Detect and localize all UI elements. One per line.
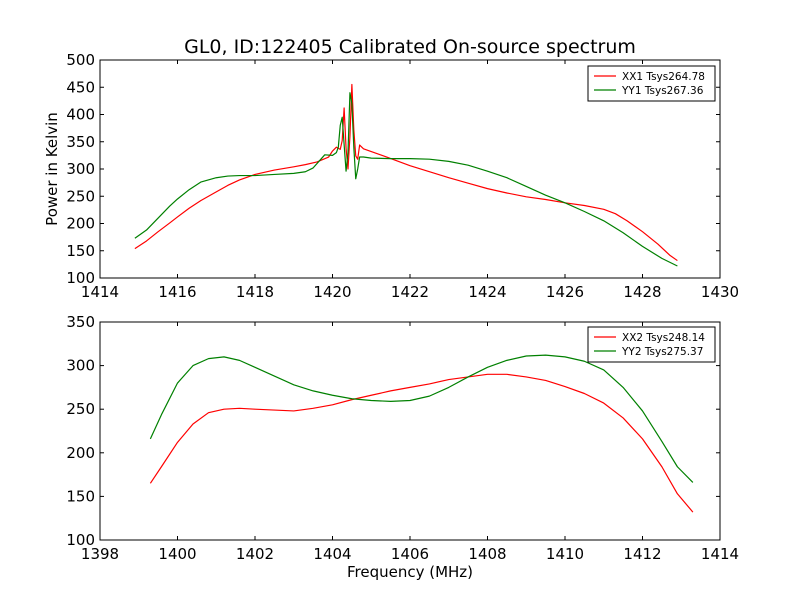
legend-entry: YY2 Tsys275.37 bbox=[621, 346, 703, 358]
y-tick-label: 150 bbox=[66, 242, 95, 260]
y-tick-label: 500 bbox=[66, 51, 95, 69]
series-line-2 bbox=[134, 92, 678, 267]
x-tick-label: 1428 bbox=[623, 283, 661, 301]
x-tick-label: 1416 bbox=[158, 283, 196, 301]
y-tick-label: 300 bbox=[66, 160, 95, 178]
y-tick-label: 100 bbox=[66, 269, 95, 287]
x-axis-label: Frequency (MHz) bbox=[347, 563, 473, 581]
x-tick-label: 1398 bbox=[81, 545, 119, 563]
x-tick-label: 1404 bbox=[313, 545, 351, 563]
y-tick-label: 100 bbox=[66, 531, 95, 549]
legend-entry: XX2 Tsys248.14 bbox=[622, 332, 705, 344]
y-tick-label: 300 bbox=[66, 357, 95, 375]
x-tick-label: 1422 bbox=[391, 283, 429, 301]
chart-1: 1414 1416 1418 1420 1422 1424 1426 1428 1430 100 1… bbox=[43, 51, 739, 301]
legend-box bbox=[587, 326, 716, 363]
x-tick-label: 1406 bbox=[391, 545, 429, 563]
series-line-2 bbox=[149, 354, 694, 483]
x-tick-label: 1430 bbox=[701, 283, 739, 301]
x-tick-label: 1420 bbox=[313, 283, 351, 301]
y-tick-label: 350 bbox=[66, 133, 95, 151]
legend-entry: XX1 Tsys264.78 bbox=[622, 71, 705, 83]
y-tick-label: 450 bbox=[66, 78, 95, 96]
legend: XX1 Tsys264.78 YY1 Tsys267.36 bbox=[587, 65, 716, 102]
figure-title: GL0, ID:122405 Calibrated On-source spec… bbox=[184, 36, 636, 58]
y-axis-label: Power in Kelvin bbox=[43, 112, 61, 226]
series-line-1 bbox=[149, 373, 694, 513]
x-tick-label: 1400 bbox=[158, 545, 196, 563]
x-tick-label: 1424 bbox=[468, 283, 506, 301]
x-tick-label: 1408 bbox=[468, 545, 506, 563]
y-tick-label: 150 bbox=[66, 487, 95, 505]
legend-box bbox=[587, 65, 716, 102]
x-tick-label: 1414 bbox=[701, 545, 739, 563]
chart-2: 1398 1400 1402 1404 1406 1408 1410 1412 1414 100 1… bbox=[66, 313, 739, 581]
x-tick-label: 1402 bbox=[236, 545, 274, 563]
x-tick-label: 1410 bbox=[546, 545, 584, 563]
x-tick-label: 1414 bbox=[81, 283, 119, 301]
plots-container: 1414 1416 1418 1420 1422 1424 1426 1428 14301001… bbox=[43, 51, 739, 581]
y-tick-label: 350 bbox=[66, 313, 95, 331]
x-tick-label: 1412 bbox=[623, 545, 661, 563]
y-tick-label: 200 bbox=[66, 215, 95, 233]
legend: XX2 Tsys248.14 YY2 Tsys275.37 bbox=[587, 326, 716, 363]
x-tick-label: 1418 bbox=[236, 283, 274, 301]
x-tick-label: 1426 bbox=[546, 283, 584, 301]
y-tick-label: 250 bbox=[66, 400, 95, 418]
y-tick-label: 400 bbox=[66, 106, 95, 124]
legend-entry: YY1 Tsys267.36 bbox=[621, 85, 704, 97]
y-tick-label: 250 bbox=[66, 187, 95, 205]
y-tick-label: 200 bbox=[66, 444, 95, 462]
